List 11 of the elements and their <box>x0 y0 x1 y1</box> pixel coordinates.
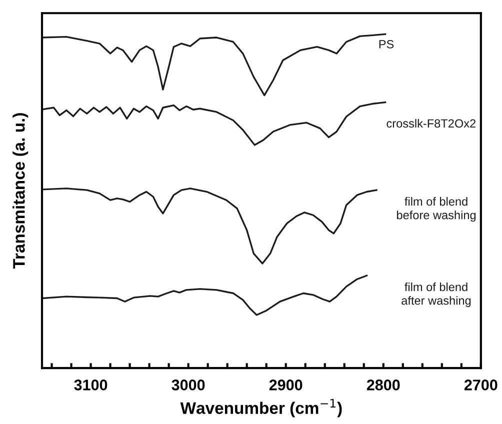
text: film of blend after washing <box>402 282 471 308</box>
series-label: PS <box>379 40 394 48</box>
x-tick-label: 2900 <box>269 380 302 390</box>
x-tick-label: 3100 <box>74 380 108 390</box>
series-label: film of blend before washing <box>397 197 476 222</box>
series-label: crosslk-F8T2Ox2 <box>386 118 476 128</box>
x-tick-label: 2700 <box>464 380 498 390</box>
x-tick-label: 2800 <box>366 380 400 390</box>
y-axis-title: Transmitance (a. u.) <box>12 113 28 269</box>
x-axis-title: Wavenumber (cm$^{−1}$) <box>180 398 342 418</box>
x-tick-label: 3000 <box>172 380 205 390</box>
